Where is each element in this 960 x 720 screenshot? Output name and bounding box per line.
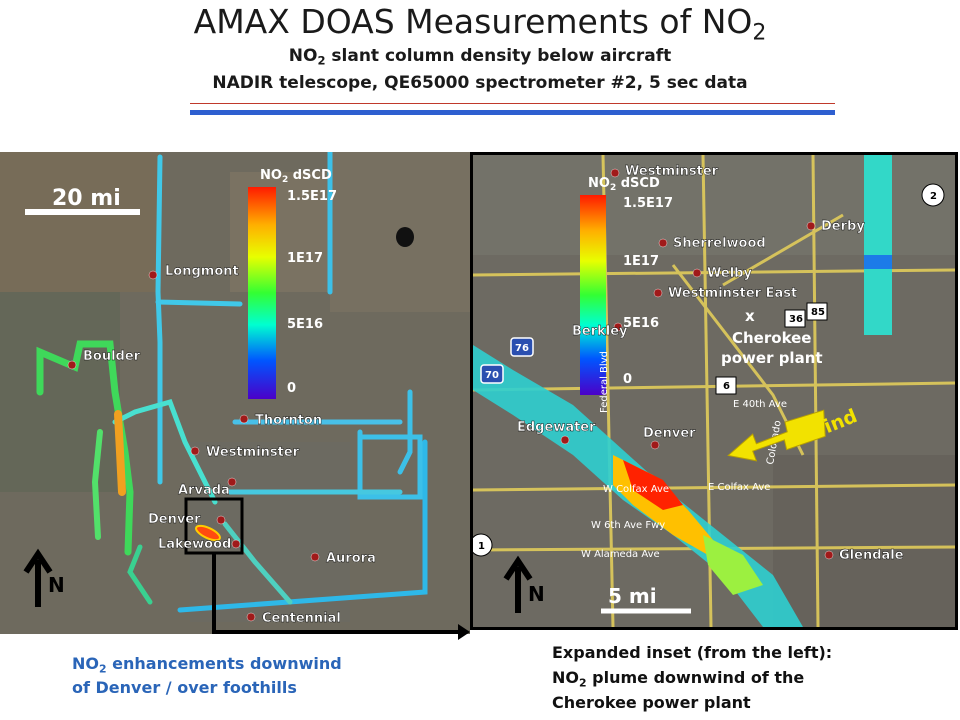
scale-bar-label: 5 mi bbox=[608, 584, 657, 608]
place-thornton: Thornton bbox=[255, 413, 322, 428]
colorbar-tick: 1E17 bbox=[287, 251, 323, 266]
left-caption: NO2 enhancements downwind of Denver / ov… bbox=[72, 652, 402, 700]
north-arrow: N bbox=[23, 548, 65, 607]
street-label: W 6th Ave Fwy bbox=[591, 520, 665, 531]
colorbar-tick: 5E16 bbox=[623, 316, 659, 331]
shield-label: 76 bbox=[515, 343, 529, 354]
place-centennial: Centennial bbox=[262, 611, 341, 626]
right-caption: Expanded inset (from the left): NO2 plum… bbox=[552, 640, 952, 715]
colorbar bbox=[580, 195, 606, 395]
place-aurora: Aurora bbox=[326, 551, 376, 566]
place-edgewater: Edgewater bbox=[517, 420, 596, 435]
colorbar-tick: 5E16 bbox=[287, 317, 323, 332]
street-label: W Colfax Ave bbox=[603, 484, 669, 495]
page-title: AMAX DOAS Measurements of NO2 bbox=[0, 2, 960, 44]
plume-mid bbox=[703, 535, 763, 595]
colorbar-tick: 0 bbox=[287, 381, 296, 396]
place-arvada: Arvada bbox=[178, 483, 230, 498]
north-label: N bbox=[48, 573, 65, 597]
place-labels: Longmont Boulder Thornton Westminster Ar… bbox=[67, 264, 376, 626]
subtitle-1-post: slant column density below aircraft bbox=[325, 46, 672, 66]
power-plant-marker: x bbox=[745, 307, 755, 325]
title-rule-blue bbox=[190, 110, 835, 115]
right-caption-line-3: Cherokee power plant bbox=[552, 693, 751, 712]
colorbar-tick: 1E17 bbox=[623, 254, 659, 269]
colorbar-tick: 1.5E17 bbox=[287, 189, 337, 204]
colorbar-tick: 0 bbox=[623, 372, 632, 387]
place-westminster: Westminster bbox=[206, 445, 300, 460]
colorbar-title: NO2 dSCD bbox=[588, 176, 660, 193]
place-longmont: Longmont bbox=[165, 264, 239, 279]
place-westminster-east: Westminster East bbox=[668, 286, 797, 301]
terrain-patch bbox=[0, 152, 160, 292]
colorbar-title: NO2 dSCD bbox=[260, 168, 332, 185]
place-denver: Denver bbox=[643, 426, 696, 441]
place-welby: Welby bbox=[707, 266, 752, 281]
shield-label: 36 bbox=[789, 314, 803, 325]
place-sherrelwood: Sherrelwood bbox=[673, 236, 766, 251]
power-plant-line-2: power plant bbox=[721, 349, 823, 367]
page-title-text: AMAX DOAS Measurements of NO bbox=[193, 2, 753, 41]
power-plant-label: x Cherokee power plant bbox=[721, 307, 823, 367]
right-caption-line-1: Expanded inset (from the left): bbox=[552, 643, 833, 662]
street-label: Federal Blvd bbox=[599, 351, 610, 413]
plume-core-peak bbox=[623, 460, 683, 510]
left-caption-line-1: NO2 enhancements downwind bbox=[72, 654, 342, 676]
place-labels: Westminster Sherrelwood Welby Westminste… bbox=[517, 164, 904, 563]
place-boulder: Boulder bbox=[83, 349, 141, 364]
north-arrow: N bbox=[503, 555, 545, 613]
street-label: E 40th Ave bbox=[733, 399, 787, 410]
shield-label: 1 bbox=[478, 541, 485, 552]
shield-label: 2 bbox=[930, 191, 937, 202]
place-glendale: Glendale bbox=[839, 548, 904, 563]
place-derby: Derby bbox=[821, 219, 865, 234]
urban-area bbox=[773, 455, 955, 627]
terrain-patch bbox=[230, 172, 330, 292]
subtitle-1-subscript: 2 bbox=[317, 53, 326, 68]
place-berkley: Berkley bbox=[572, 324, 628, 339]
reservoir bbox=[396, 227, 414, 247]
subtitle-line-2: NADIR telescope, QE65000 spectrometer #2… bbox=[212, 73, 748, 93]
north-label: N bbox=[528, 582, 545, 606]
shield-label: 70 bbox=[485, 370, 499, 381]
highway-shields: 76 70 36 85 6 2 1 bbox=[473, 183, 945, 557]
inset-map: NO2 dSCD 1.5E17 1E17 5E16 0 Westminster … bbox=[470, 152, 958, 630]
subtitle-1-pre: NO bbox=[288, 46, 318, 66]
shield-label: 85 bbox=[811, 307, 825, 318]
shield-label: 6 bbox=[723, 381, 730, 392]
scale-bar-label: 20 mi bbox=[52, 186, 121, 211]
left-caption-line-2: of Denver / over foothills bbox=[72, 678, 297, 697]
page-title-subscript: 2 bbox=[752, 20, 767, 46]
place-lakewood: Lakewood bbox=[158, 537, 231, 552]
place-westminster: Westminster bbox=[625, 164, 719, 179]
street-label: E Colfax Ave bbox=[708, 482, 770, 493]
colorbar bbox=[248, 187, 276, 399]
flight-track bbox=[36, 152, 428, 613]
title-rule-red bbox=[190, 103, 835, 104]
colorbar-tick: 1.5E17 bbox=[623, 196, 673, 211]
street-label: W Alameda Ave bbox=[581, 549, 660, 560]
power-plant-line-1: Cherokee bbox=[732, 329, 811, 347]
overview-map: 20 mi NO2 dSCD 1.5E17 1E17 5E16 0 Longmo… bbox=[0, 152, 470, 634]
flight-track-low bbox=[864, 255, 892, 269]
place-denver: Denver bbox=[148, 512, 201, 527]
subtitle-line-1: NO2 slant column density below aircraft bbox=[0, 46, 960, 66]
right-caption-line-2: NO2 plume downwind of the bbox=[552, 668, 805, 690]
